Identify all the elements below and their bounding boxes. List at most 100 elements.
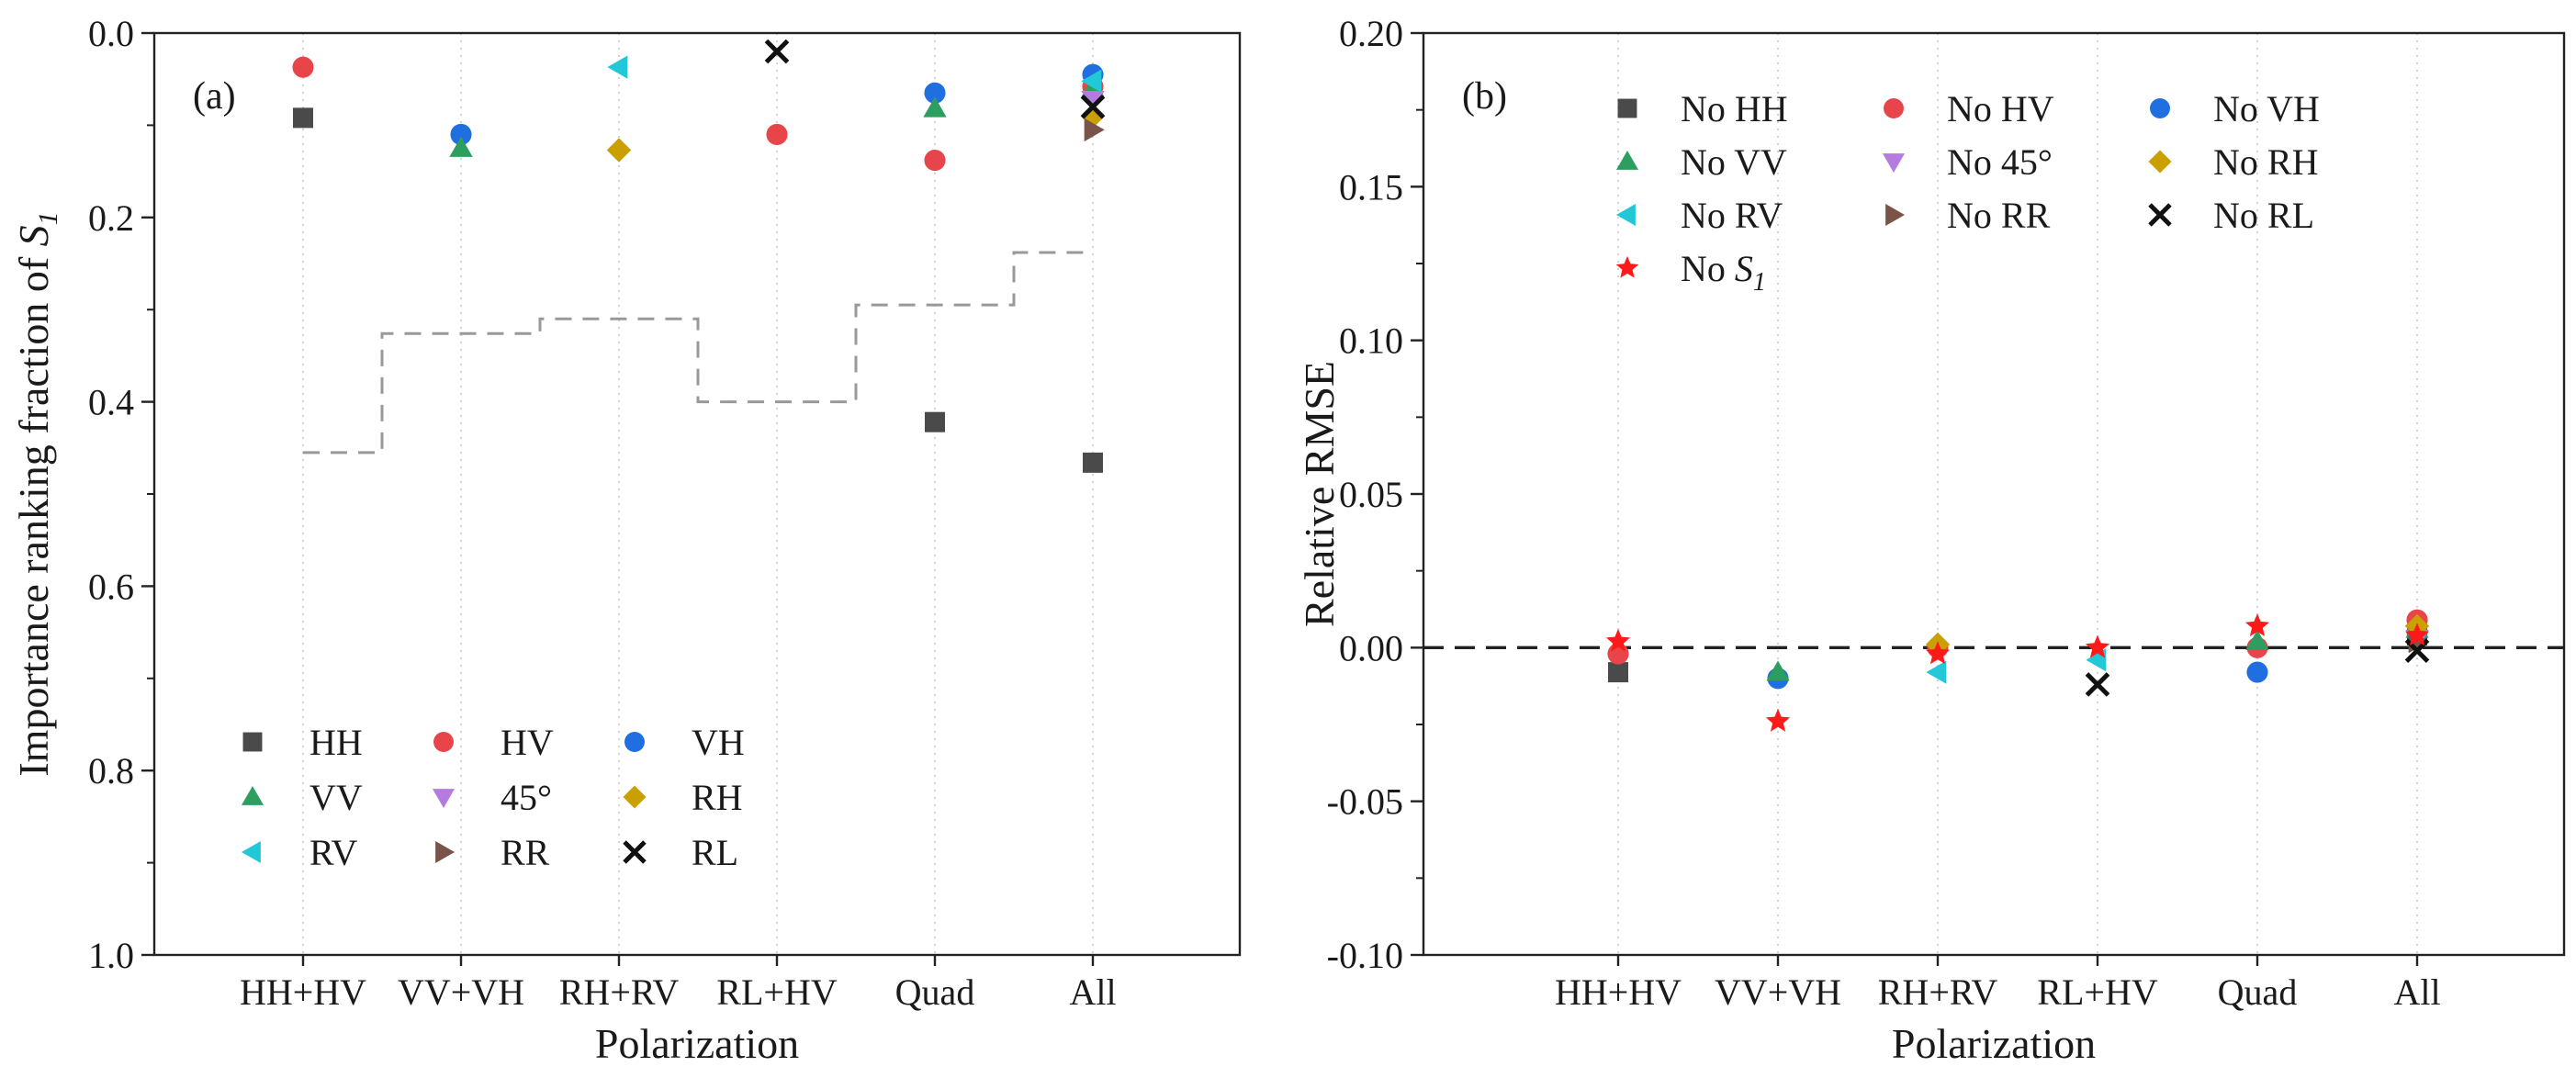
legend-marker: [623, 840, 647, 864]
data-point: [1766, 660, 1790, 681]
legend-label-text: No RH: [2213, 141, 2318, 183]
data-point: [606, 138, 632, 163]
legend-label: HV: [501, 722, 554, 763]
series-4: [1081, 90, 1105, 111]
x-tick-label: Quad: [895, 971, 975, 1013]
legend-label-text: No HV: [1947, 88, 2054, 129]
data-point: [2245, 629, 2269, 650]
legend-label: RL: [692, 832, 738, 873]
legend-marker: [1882, 153, 1906, 174]
series-7: [1084, 118, 1105, 142]
data-point: [1080, 95, 1106, 119]
y-tick-label: -0.05: [1327, 781, 1403, 823]
legend-label-text: HV: [501, 722, 554, 763]
y-tick-label: 0.8: [88, 750, 134, 791]
legend-label: No HH: [1681, 88, 1788, 129]
series-5: [606, 104, 1106, 163]
x-tick-label: VV+VH: [1715, 971, 1841, 1013]
x-tick-label: Quad: [2218, 971, 2298, 1013]
legend-marker: [241, 785, 264, 805]
data-point: [925, 411, 945, 432]
y-tick-label: 0.2: [88, 197, 134, 239]
data-point: [766, 123, 788, 145]
legend-marker: [1615, 255, 1639, 278]
series-8: [2085, 638, 2430, 697]
data-point: [293, 107, 313, 129]
legend-label-subscript: 1: [1753, 268, 1766, 297]
data-point: [449, 136, 473, 157]
data-point: [607, 55, 628, 79]
legend-label-text: VV: [309, 777, 363, 818]
chart-panel-0: 0.0 0.2 0.4 0.6 0.8 1.0 HH+HV VV+VH RH+RV RL+HV Qu…: [10, 13, 1242, 1067]
series-1: [292, 56, 1104, 172]
data-point: [2246, 661, 2268, 683]
x-tick-label: HH+HV: [240, 971, 366, 1013]
legend-label: No VV: [1681, 141, 1787, 183]
y-axis-label-subscript: 1: [33, 211, 63, 225]
y-tick-label: 0.05: [1339, 474, 1403, 515]
y-axis-label-text: Importance ranking fraction of: [10, 246, 57, 776]
legend-label: VV: [309, 777, 363, 818]
data-point: [1605, 628, 1631, 652]
legend-marker: [1615, 203, 1636, 227]
legend-label-text: VH: [692, 722, 745, 763]
y-tick-label: -0.10: [1327, 935, 1403, 976]
legend-label: RV: [309, 832, 357, 873]
legend-label-text: RH: [692, 777, 743, 818]
y-tick-label: 0.4: [88, 382, 134, 423]
x-tick-label: RH+RV: [559, 971, 680, 1013]
legend-marker: [242, 732, 263, 752]
legend: HH HV VH VV 45° RH RV RR RL: [241, 722, 745, 873]
x-axis-label: Polarization: [1892, 1020, 2096, 1067]
legend-marker: [241, 840, 261, 864]
legend-marker: [2148, 203, 2172, 227]
data-point: [1084, 118, 1105, 142]
y-tick-label: 0.00: [1339, 627, 1403, 668]
legend-label: 45°: [501, 777, 552, 818]
legend-marker: [1885, 203, 1906, 227]
data-point: [1926, 660, 1947, 684]
legend-marker: [2148, 150, 2172, 174]
series-5: [1925, 613, 2430, 657]
legend-marker: [1615, 150, 1639, 170]
legend-label-text: No 45°: [1947, 141, 2053, 183]
legend-label: No RR: [1947, 195, 2051, 236]
step-line: [303, 251, 1093, 455]
data-point: [2404, 623, 2430, 646]
legend-marker: [1884, 98, 1904, 118]
data-point: [292, 56, 314, 78]
data-point: [764, 39, 790, 64]
legend-label: No 45°: [1947, 141, 2053, 183]
legend-label-text: No RR: [1947, 195, 2051, 236]
legend-label: RH: [692, 777, 743, 818]
data-point: [2085, 672, 2110, 697]
data-point: [2085, 634, 2110, 658]
chart-panel-1: -0.10 -0.05 0.00 0.05 0.10 0.15 0.20 HH+HV VV+VH…: [1296, 13, 2566, 1067]
data-point: [924, 150, 946, 172]
data-point: [450, 123, 472, 145]
y-axis-label: Importance ranking fraction of S1: [10, 211, 63, 776]
legend-marker: [433, 732, 454, 752]
legend-label: No RH: [2213, 141, 2318, 183]
legend-marker: [435, 840, 456, 864]
y-tick-label: 0.0: [88, 13, 134, 54]
legend-label-text: RV: [309, 832, 357, 873]
legend-label-symbol: S: [1735, 248, 1753, 289]
legend-marker: [623, 785, 647, 809]
legend-label-text: RR: [501, 832, 550, 873]
data-point: [2404, 638, 2430, 663]
data-point: [923, 96, 947, 118]
legend-label: HH: [309, 722, 363, 763]
series-0: [293, 107, 1103, 473]
x-tick-label: RL+HV: [716, 971, 838, 1013]
legend-label-text: HH: [309, 722, 363, 763]
y-axis-label-symbol: S: [10, 225, 57, 246]
y-tick-label: 0.10: [1339, 320, 1403, 362]
data-point: [2244, 613, 2270, 636]
data-point: [1081, 69, 1102, 93]
x-tick-label: All: [2393, 971, 2440, 1013]
x-tick-label: All: [1069, 971, 1116, 1013]
series-1: [1607, 609, 2428, 665]
x-tick-label: HH+HV: [1555, 971, 1682, 1013]
